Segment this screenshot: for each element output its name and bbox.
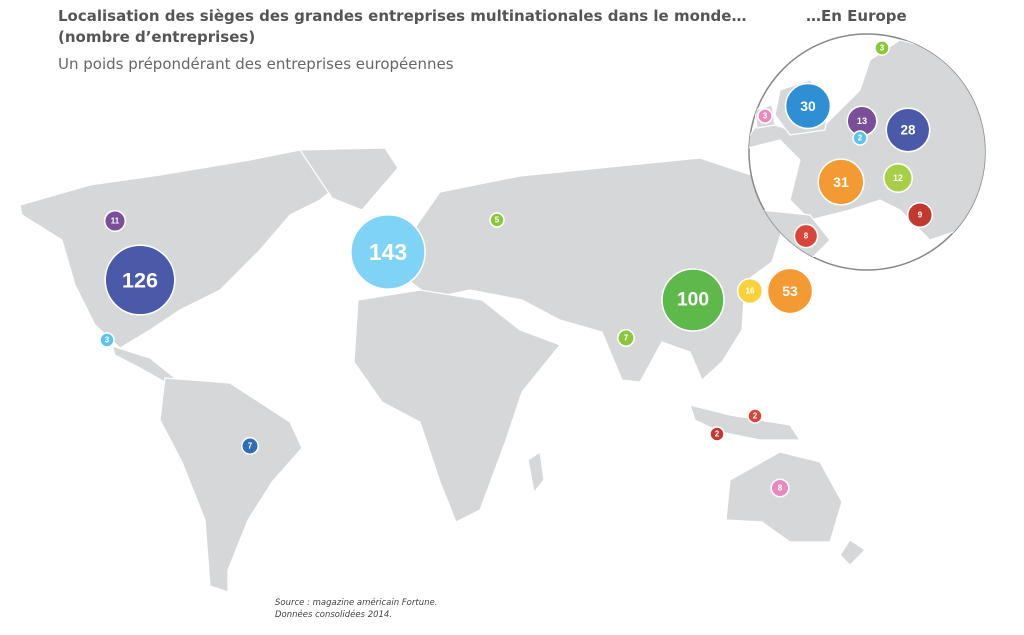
bubble-label: 2 — [715, 430, 720, 439]
bubble-label: 16 — [746, 287, 755, 296]
bubble-label: 2 — [753, 412, 758, 421]
bubble — [661, 268, 725, 332]
inset-title: …En Europe — [806, 7, 907, 25]
bubble — [793, 223, 819, 249]
bubble-label: 3 — [105, 336, 110, 345]
bubble — [784, 82, 832, 130]
subtitle: Un poids prépondérant des entreprises eu… — [58, 55, 454, 73]
bubble — [874, 40, 890, 56]
bubble — [906, 201, 934, 229]
bubble-label: 143 — [369, 239, 407, 265]
bubble-label: 7 — [624, 334, 629, 343]
bubble-label: 28 — [901, 123, 916, 138]
bubble-label: 126 — [122, 268, 158, 293]
bubble-label: 8 — [804, 232, 809, 241]
bubble — [766, 267, 814, 315]
bubble — [852, 130, 868, 146]
bubble-label: 11 — [111, 217, 120, 226]
bubble — [99, 332, 115, 348]
bubble — [241, 437, 259, 455]
bubble — [736, 277, 764, 305]
bubble — [817, 158, 865, 206]
bubble — [747, 408, 763, 424]
source: Source : magazine américain Fortune. — [275, 597, 437, 608]
bubble-label: 13 — [857, 116, 867, 126]
bubble-label: 53 — [782, 283, 798, 299]
bubble — [709, 426, 725, 442]
unit: (nombre d’entreprises) — [58, 28, 255, 46]
bubble-label: 30 — [800, 98, 816, 114]
bubble — [103, 209, 127, 233]
bubble — [883, 163, 913, 193]
bubble-label: 8 — [778, 484, 783, 493]
bubble-label: 3 — [880, 44, 885, 53]
bubble — [885, 107, 931, 153]
bubble-label: 100 — [677, 290, 709, 311]
bubble-label: 12 — [893, 173, 903, 183]
bubble-label: 5 — [495, 216, 500, 225]
bubble-label: 9 — [918, 211, 923, 220]
bubble-label: 31 — [833, 174, 849, 190]
bubble-label: 2 — [858, 134, 863, 143]
bubble — [757, 108, 773, 124]
bubble-label: 7 — [248, 442, 253, 451]
bubble — [770, 478, 790, 498]
source-date: Données consolidées 2014. — [275, 609, 392, 620]
continents — [19, 147, 866, 593]
bubble — [489, 212, 505, 228]
bubble-label: 3 — [763, 112, 768, 121]
bubble — [617, 329, 635, 347]
title: Localisation des sièges des grandes entr… — [58, 7, 746, 25]
bubble — [104, 244, 176, 316]
bubble — [350, 214, 426, 290]
